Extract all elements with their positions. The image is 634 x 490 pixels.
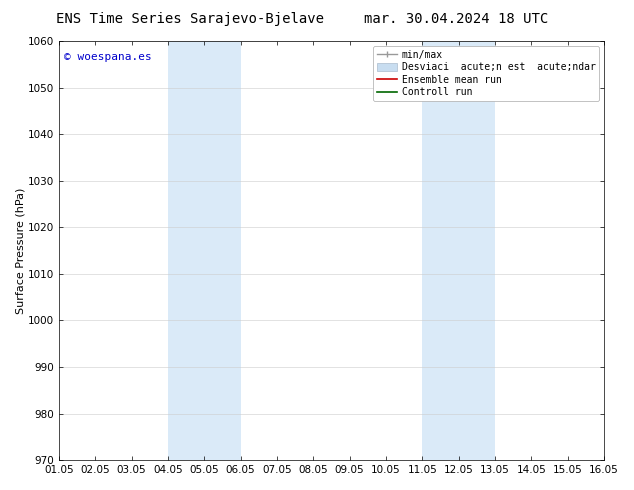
Bar bbox=[422, 41, 495, 460]
Text: © woespana.es: © woespana.es bbox=[64, 51, 152, 62]
Text: ENS Time Series Sarajevo-Bjelave: ENS Time Series Sarajevo-Bjelave bbox=[56, 12, 324, 26]
Y-axis label: Surface Pressure (hPa): Surface Pressure (hPa) bbox=[15, 187, 25, 314]
Legend: min/max, Desviaci  acute;n est  acute;ndar, Ensemble mean run, Controll run: min/max, Desviaci acute;n est acute;ndar… bbox=[373, 46, 599, 101]
Text: mar. 30.04.2024 18 UTC: mar. 30.04.2024 18 UTC bbox=[365, 12, 548, 26]
Bar bbox=[168, 41, 241, 460]
